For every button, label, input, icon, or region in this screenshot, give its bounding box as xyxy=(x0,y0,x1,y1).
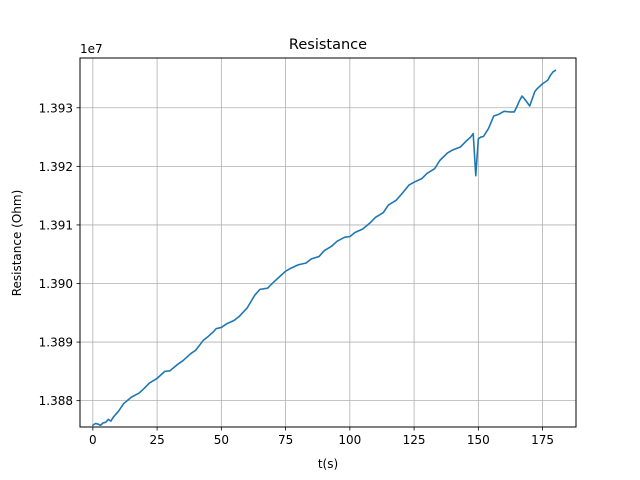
x-tick-label: 150 xyxy=(467,433,490,447)
x-tick-label: 50 xyxy=(214,433,229,447)
x-tick-label: 25 xyxy=(149,433,164,447)
x-axis-label: t(s) xyxy=(318,457,338,471)
series-layer xyxy=(92,69,557,427)
y-tick-label: 1.389 xyxy=(39,336,73,350)
y-offset-label: 1e7 xyxy=(80,42,103,56)
grid-lines xyxy=(80,58,576,427)
x-tick-label: 125 xyxy=(403,433,426,447)
y-tick-label: 1.391 xyxy=(39,218,73,232)
x-tick-label: 100 xyxy=(338,433,361,447)
chart-title: Resistance xyxy=(289,37,367,53)
y-axis-ticks: 1.388 1.389 1.390 1.391 1.392 1.393 xyxy=(39,101,80,408)
x-tick-label: 0 xyxy=(89,433,97,447)
x-tick-label: 175 xyxy=(531,433,554,447)
x-axis-ticks: 0 25 50 75 100 125 150 175 xyxy=(89,427,554,447)
y-axis-label: Resistance (Ohm) xyxy=(10,190,24,297)
x-tick-label: 75 xyxy=(278,433,293,447)
y-tick-label: 1.392 xyxy=(39,160,73,174)
plot-area-frame xyxy=(79,57,577,428)
y-tick-label: 1.393 xyxy=(39,101,73,115)
series-line xyxy=(92,69,557,427)
y-tick-label: 1.390 xyxy=(39,277,73,291)
y-tick-label: 1.388 xyxy=(39,394,73,408)
